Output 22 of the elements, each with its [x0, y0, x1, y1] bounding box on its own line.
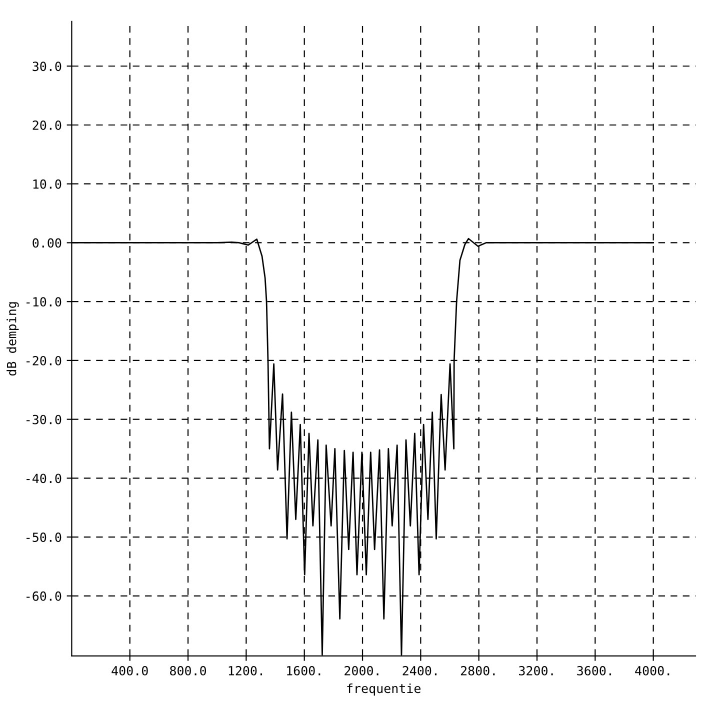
x-tick-label: 3600.: [577, 666, 611, 676]
x-tick-label: 3200.: [519, 666, 553, 676]
y-tick-label: -20.0: [26, 356, 62, 366]
y-tick-label: 10.0: [33, 179, 62, 189]
x-tick-label: 2000.: [344, 666, 378, 676]
x-tick-label: 1200.: [228, 666, 262, 676]
x-tick-label: 1600.: [287, 666, 320, 676]
y-tick-label: -40.0: [26, 474, 62, 484]
x-tick-label: 2400.: [402, 666, 436, 676]
x-tick-label: 4000.: [635, 666, 670, 676]
y-tick-label: -10.0: [26, 297, 62, 307]
x-axis-title: frequentie: [347, 683, 420, 696]
x-tick-label: 800.0: [170, 666, 206, 676]
y-tick-label: 30.0: [32, 62, 62, 72]
x-tick-label: 2800.: [460, 666, 495, 676]
y-tick-label: 20.0: [32, 120, 62, 130]
y-tick-label: -60.0: [26, 591, 62, 601]
y-tick-label: -30.0: [26, 414, 62, 424]
y-tick-label: -50.0: [26, 532, 62, 542]
x-tick-label: 400.0: [112, 666, 148, 676]
y-axis-title: dB demping: [6, 302, 19, 376]
y-tick-label: 0.00: [32, 238, 62, 248]
